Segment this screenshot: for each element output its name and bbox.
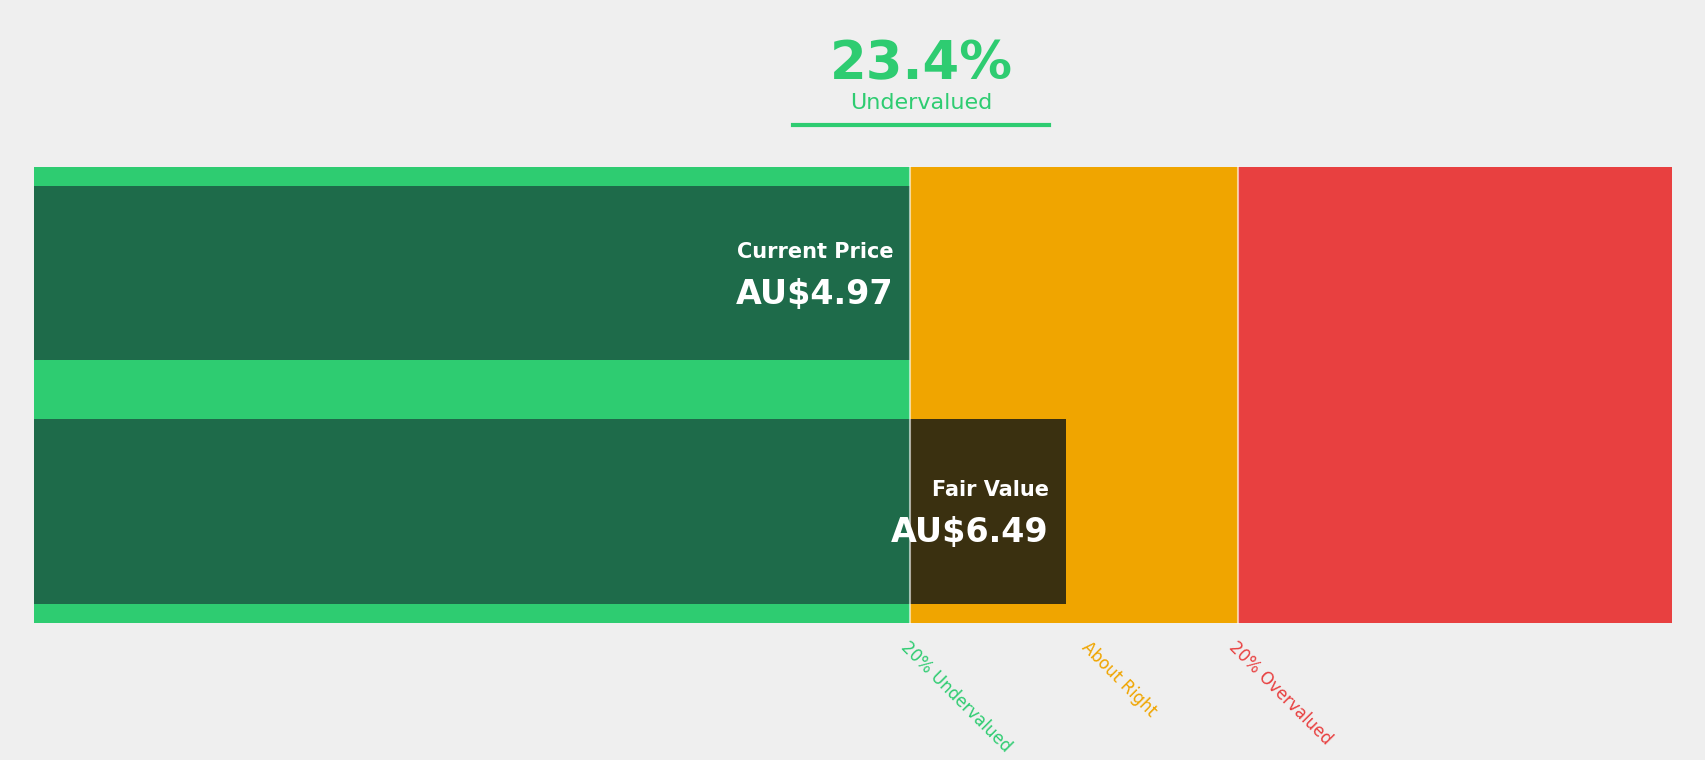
Text: 20% Overvalued: 20% Overvalued bbox=[1224, 638, 1335, 749]
Text: 23.4%: 23.4% bbox=[829, 39, 1013, 90]
Text: AU$6.49: AU$6.49 bbox=[890, 516, 1049, 549]
Text: Fair Value: Fair Value bbox=[931, 480, 1049, 500]
Text: Undervalued: Undervalued bbox=[849, 93, 992, 112]
Bar bbox=[910, 167, 1238, 623]
Text: AU$4.97: AU$4.97 bbox=[735, 278, 893, 311]
Text: About Right: About Right bbox=[1078, 638, 1159, 720]
Bar bbox=[910, 419, 1066, 604]
Bar bbox=[1238, 167, 1671, 623]
Bar bbox=[34, 419, 910, 604]
Text: 20% Undervalued: 20% Undervalued bbox=[897, 638, 1014, 756]
Text: Current Price: Current Price bbox=[737, 242, 893, 262]
Bar bbox=[34, 167, 910, 623]
Bar bbox=[34, 186, 910, 360]
